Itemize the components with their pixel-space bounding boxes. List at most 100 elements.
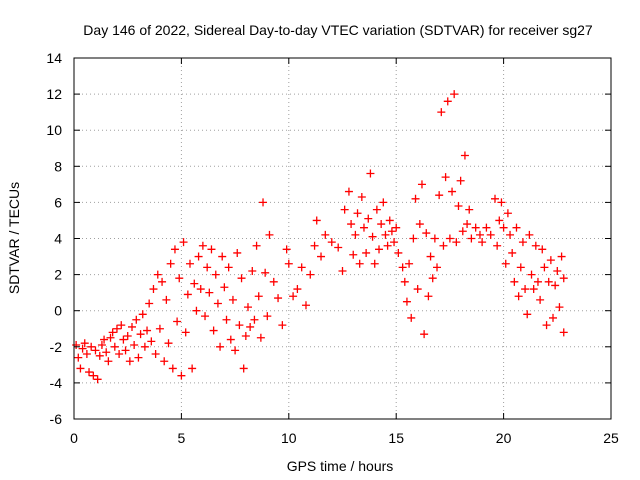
data-point <box>516 263 525 272</box>
data-point <box>379 198 388 207</box>
data-point <box>518 238 527 247</box>
data-point <box>317 252 326 261</box>
data-point <box>179 238 188 247</box>
data-point <box>87 342 96 351</box>
data-point <box>140 342 149 351</box>
data-point <box>310 241 319 250</box>
data-point <box>306 270 315 279</box>
data-point <box>544 277 553 286</box>
data-point <box>72 340 81 349</box>
data-point <box>433 263 442 272</box>
data-point <box>402 297 411 306</box>
data-point <box>398 263 407 272</box>
data-point <box>183 290 192 299</box>
y-tick-label: -2 <box>50 339 63 355</box>
data-point <box>428 274 437 283</box>
data-point <box>235 321 244 330</box>
data-point <box>375 245 384 254</box>
x-tick-label: 15 <box>388 430 404 446</box>
data-point <box>248 266 257 275</box>
data-point <box>265 230 274 239</box>
data-point <box>119 335 128 344</box>
data-point <box>510 277 519 286</box>
y-tick-label: 10 <box>46 122 62 138</box>
data-point <box>357 192 366 201</box>
data-point <box>203 263 212 272</box>
data-point <box>241 331 250 340</box>
data-point <box>523 310 532 319</box>
y-tick-label: 2 <box>54 267 62 283</box>
data-point <box>250 315 259 324</box>
x-tick-label: 0 <box>70 430 78 446</box>
data-point <box>551 281 560 290</box>
data-point <box>82 350 91 359</box>
data-point <box>134 353 143 362</box>
data-point <box>377 220 386 229</box>
data-point <box>383 241 392 250</box>
data-point <box>415 220 424 229</box>
data-point <box>359 223 368 232</box>
data-point <box>407 313 416 322</box>
data-point <box>463 220 472 229</box>
y-tick-label: 4 <box>54 231 62 247</box>
y-tick-label: 6 <box>54 194 62 210</box>
data-point <box>170 245 179 254</box>
data-point <box>546 256 555 265</box>
data-point <box>239 364 248 373</box>
data-point <box>127 322 136 331</box>
data-point <box>216 342 225 351</box>
y-tick-label: 14 <box>46 50 62 66</box>
data-point <box>205 288 214 297</box>
data-point <box>226 335 235 344</box>
data-point <box>512 223 521 232</box>
data-point <box>387 227 396 236</box>
data-point <box>557 252 566 261</box>
data-point <box>269 277 278 286</box>
data-point <box>439 241 448 250</box>
data-point <box>435 191 444 200</box>
data-point <box>284 259 293 268</box>
data-point <box>151 350 160 359</box>
data-point <box>559 274 568 283</box>
data-point <box>301 301 310 310</box>
data-point <box>188 364 197 373</box>
x-tick-label: 5 <box>178 430 186 446</box>
data-point <box>233 248 242 257</box>
data-point <box>549 313 558 322</box>
data-point <box>448 187 457 196</box>
data-point <box>115 350 124 359</box>
data-point <box>95 351 104 360</box>
data-point <box>467 234 476 243</box>
data-point <box>368 232 377 241</box>
data-point <box>351 230 360 239</box>
data-point <box>155 324 164 333</box>
data-point <box>340 205 349 214</box>
data-point <box>390 238 399 247</box>
data-point <box>106 333 115 342</box>
data-point <box>508 248 517 257</box>
data-point <box>452 238 461 247</box>
data-point <box>224 263 233 272</box>
data-point <box>132 315 141 324</box>
data-point <box>478 238 487 247</box>
data-point <box>553 266 562 275</box>
data-point <box>108 328 117 337</box>
data-point <box>190 279 199 288</box>
data-point <box>196 285 205 294</box>
data-point <box>121 346 130 355</box>
data-point <box>175 274 184 283</box>
data-point <box>198 241 207 250</box>
data-point <box>426 252 435 261</box>
data-point <box>555 303 564 312</box>
data-point <box>123 331 132 340</box>
data-point <box>533 277 542 286</box>
data-point <box>420 330 429 339</box>
data-point <box>353 209 362 218</box>
data-point <box>76 364 85 373</box>
data-point <box>349 250 358 259</box>
y-axis-label: SDTVAR / TECUs <box>6 182 22 294</box>
data-point <box>213 299 222 308</box>
data-point <box>207 245 216 254</box>
data-point <box>424 292 433 301</box>
